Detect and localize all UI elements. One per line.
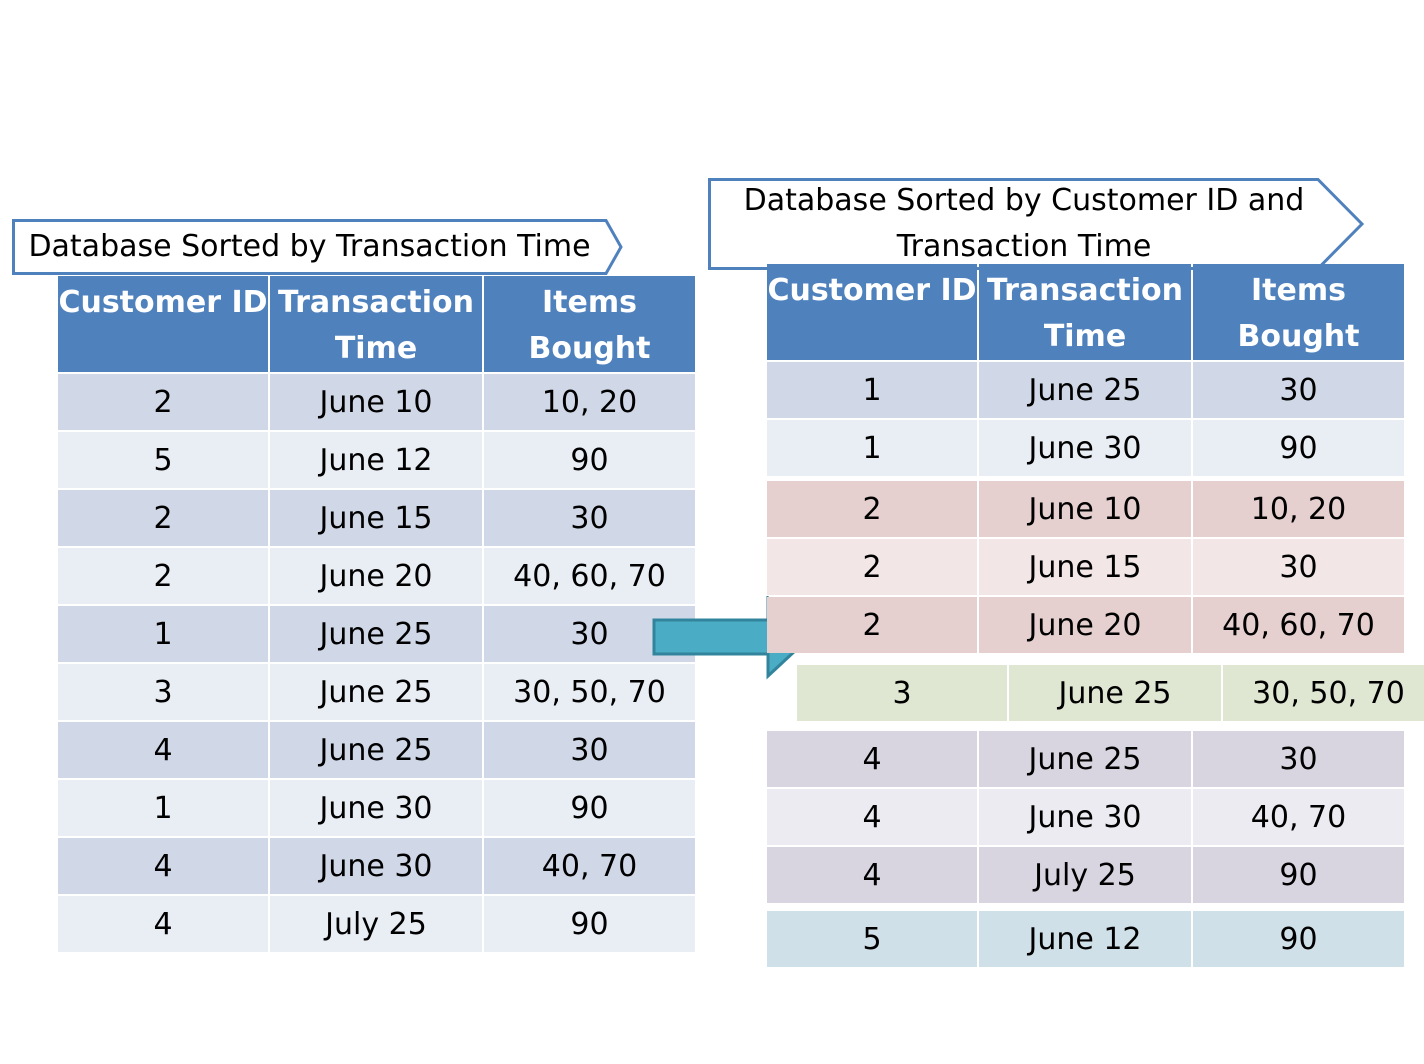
customer-id-cell: 2 (58, 374, 268, 430)
items-bought-cell: 40, 60, 70 (484, 548, 695, 604)
transaction-time-cell: June 25 (979, 731, 1191, 787)
left-table: Customer ID Transaction Time Items Bough… (58, 276, 695, 952)
transaction-time-cell: June 15 (979, 539, 1191, 595)
customer-id-cell: 4 (58, 896, 268, 952)
right-table-title-line1: Database Sorted by Customer ID and (743, 183, 1305, 218)
right-table-title-line2: Transaction Time (896, 229, 1152, 264)
items-bought-cell: 30 (484, 490, 695, 546)
transaction-time-cell: June 10 (979, 481, 1191, 537)
transaction-time-cell: June 12 (979, 911, 1191, 967)
items-bought-cell: 30 (484, 722, 695, 778)
transaction-time-cell: June 20 (270, 548, 482, 604)
customer-id-cell: 2 (767, 597, 977, 653)
transaction-time-cell: June 25 (270, 664, 482, 720)
customer-id-cell: 4 (767, 789, 977, 845)
customer-id-cell: 4 (58, 838, 268, 894)
customer-id-cell: 3 (797, 665, 1007, 721)
items-bought-cell: 40, 70 (484, 838, 695, 894)
customer-id-cell: 2 (58, 490, 268, 546)
transaction-time-cell: June 25 (979, 362, 1191, 418)
transaction-time-cell: June 25 (1009, 665, 1221, 721)
right-group-customer-3: 3 June 25 30, 50, 70 (797, 665, 1424, 721)
transaction-time-cell: June 20 (979, 597, 1191, 653)
items-bought-cell: 90 (1193, 911, 1404, 967)
transaction-time-cell: June 30 (270, 838, 482, 894)
items-bought-cell: 30 (1193, 362, 1404, 418)
right-group-customer-4: 4 June 25 30 4 June 30 40, 70 4 July 25 90 (767, 731, 1404, 903)
left-header-items-bought: Items Bought (484, 276, 695, 372)
items-bought-cell: 10, 20 (484, 374, 695, 430)
right-group-customer-2: 2 June 10 10, 20 2 June 15 30 2 June 20 40, 60, … (767, 481, 1404, 653)
right-header-items-bought: Items Bought (1193, 264, 1404, 360)
right-header-customer-id: Customer ID (767, 264, 977, 360)
items-bought-cell: 90 (484, 432, 695, 488)
customer-id-cell: 4 (767, 731, 977, 787)
customer-id-cell: 2 (58, 548, 268, 604)
items-bought-cell: 90 (484, 896, 695, 952)
items-bought-cell: 90 (484, 780, 695, 836)
banner-arrow-shape (708, 178, 1365, 270)
customer-id-cell: 1 (767, 362, 977, 418)
transaction-time-cell: June 12 (270, 432, 482, 488)
transaction-time-cell: July 25 (979, 847, 1191, 903)
customer-id-cell: 5 (767, 911, 977, 967)
transaction-time-cell: June 30 (979, 789, 1191, 845)
customer-id-cell: 3 (58, 664, 268, 720)
items-bought-cell: 90 (1193, 847, 1404, 903)
items-bought-cell: 40, 60, 70 (1193, 597, 1404, 653)
customer-id-cell: 1 (58, 780, 268, 836)
items-bought-cell: 30, 50, 70 (1223, 665, 1424, 721)
right-table-header: Customer ID Transaction Time Items Bough… (767, 264, 1404, 360)
transaction-time-cell: June 10 (270, 374, 482, 430)
right-group-customer-5: 5 June 12 90 (767, 911, 1404, 967)
transaction-time-cell: June 30 (270, 780, 482, 836)
items-bought-cell: 30 (1193, 539, 1404, 595)
customer-id-cell: 2 (767, 481, 977, 537)
transaction-time-cell: June 25 (270, 606, 482, 662)
left-header-customer-id: Customer ID (58, 276, 268, 372)
right-group-customer-1: 1 June 25 30 1 June 30 90 (767, 362, 1404, 476)
banner-arrow-shape (12, 219, 623, 275)
left-header-transaction-time: Transaction Time (270, 276, 482, 372)
customer-id-cell: 1 (58, 606, 268, 662)
customer-id-cell: 4 (767, 847, 977, 903)
customer-id-cell: 1 (767, 420, 977, 476)
transaction-time-cell: June 30 (979, 420, 1191, 476)
customer-id-cell: 4 (58, 722, 268, 778)
items-bought-cell: 40, 70 (1193, 789, 1404, 845)
left-table-title: Database Sorted by Transaction Time (28, 229, 591, 264)
items-bought-cell: 90 (1193, 420, 1404, 476)
items-bought-cell: 30 (1193, 731, 1404, 787)
transaction-time-cell: June 15 (270, 490, 482, 546)
right-table-title-banner: Database Sorted by Customer ID and Trans… (708, 178, 1366, 270)
right-header-transaction-time: Transaction Time (979, 264, 1191, 360)
customer-id-cell: 5 (58, 432, 268, 488)
transaction-time-cell: July 25 (270, 896, 482, 952)
items-bought-cell: 30, 50, 70 (484, 664, 695, 720)
customer-id-cell: 2 (767, 539, 977, 595)
left-table-title-banner: Database Sorted by Transaction Time (12, 219, 624, 275)
transaction-time-cell: June 25 (270, 722, 482, 778)
items-bought-cell: 10, 20 (1193, 481, 1404, 537)
